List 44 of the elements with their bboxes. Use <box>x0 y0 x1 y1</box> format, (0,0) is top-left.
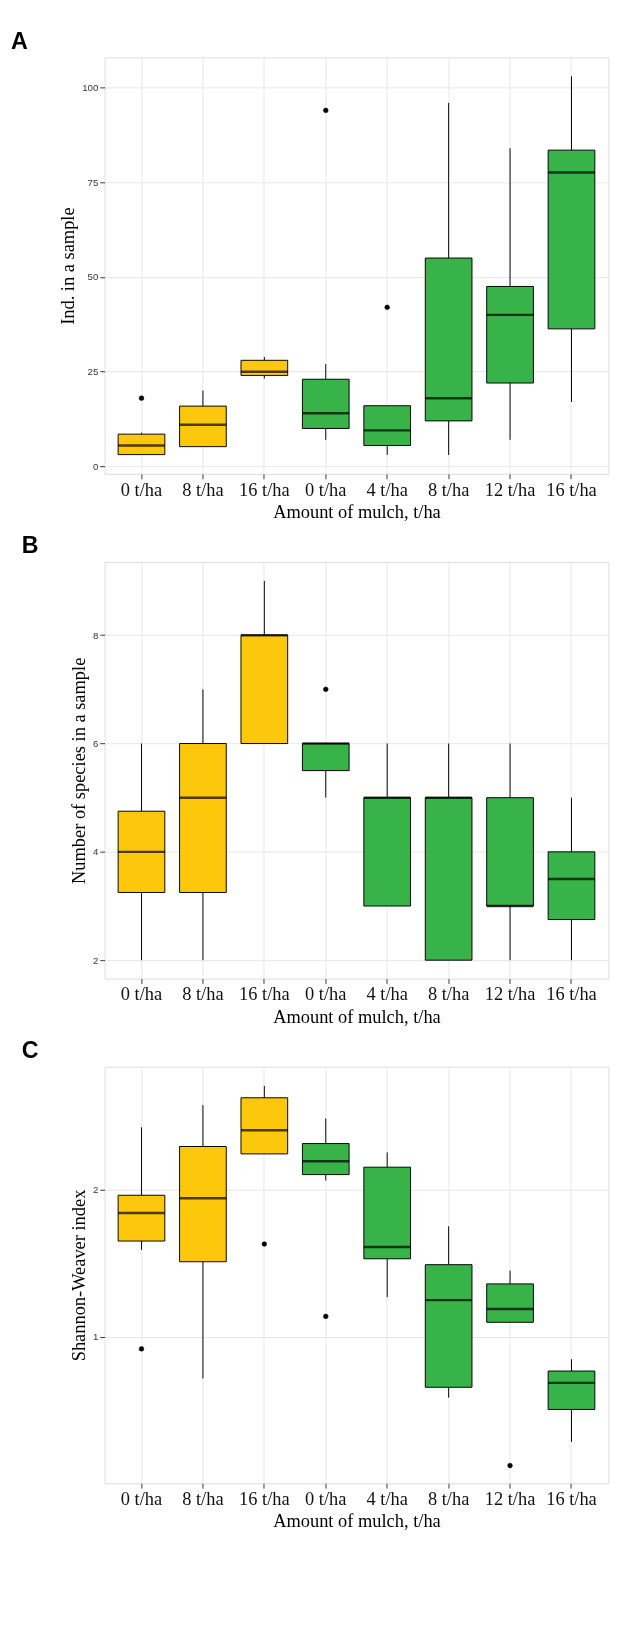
x-tick-label: 0 t/ha <box>305 984 347 1005</box>
x-tick-label: 16 t/ha <box>546 1489 597 1510</box>
y-tick-label: 100 <box>82 82 99 94</box>
y-tick-label: 2 <box>92 1183 99 1195</box>
y-tick-label: 6 <box>92 737 99 749</box>
chart-title: B <box>21 532 39 559</box>
chart-title: C <box>21 1037 39 1064</box>
x-tick-label: 12 t/ha <box>484 479 536 500</box>
x-tick-label: 8 t/ha <box>427 984 470 1005</box>
x-axis-title: Amount of mulch, t/ha <box>273 501 441 522</box>
x-tick-label: 0 t/ha <box>305 1489 347 1510</box>
x-tick-label: 16 t/ha <box>546 984 597 1005</box>
x-axis-title: Amount of mulch, t/ha <box>273 1511 441 1532</box>
x-tick-label: 0 t/ha <box>120 984 163 1005</box>
chart-title: A <box>10 27 28 54</box>
x-tick-label: 0 t/ha <box>120 1489 163 1510</box>
y-axis-title: Number of species in a sample <box>69 657 90 884</box>
y-tick-label: 25 <box>87 366 99 378</box>
x-tick-label: 0 t/ha <box>305 479 347 500</box>
y-axis-title: Ind. in a sample <box>58 207 79 325</box>
x-tick-label: 8 t/ha <box>182 984 224 1005</box>
x-axis-title: Amount of mulch, t/ha <box>273 1006 441 1027</box>
x-tick-label: 16 t/ha <box>239 1489 290 1510</box>
x-tick-label: 0 t/ha <box>120 479 163 500</box>
y-tick-label: 75 <box>87 176 99 188</box>
y-tick-label: 0 <box>92 460 99 472</box>
x-tick-label: 12 t/ha <box>484 1489 536 1510</box>
y-tick-label: 50 <box>87 271 99 283</box>
y-tick-label: 1 <box>92 1331 99 1343</box>
x-tick-label: 4 t/ha <box>366 1489 408 1510</box>
x-tick-label: 16 t/ha <box>546 479 597 500</box>
x-tick-label: 16 t/ha <box>239 984 290 1005</box>
x-tick-label: 16 t/ha <box>239 479 290 500</box>
y-tick-label: 4 <box>92 846 99 858</box>
x-tick-label: 4 t/ha <box>366 479 408 500</box>
y-axis-title: Shannon-Weaver index <box>69 1189 90 1362</box>
x-tick-label: 12 t/ha <box>484 984 536 1005</box>
x-tick-label: 8 t/ha <box>182 1489 224 1510</box>
y-tick-label: 8 <box>92 629 99 641</box>
x-tick-label: 8 t/ha <box>427 479 470 500</box>
x-tick-label: 8 t/ha <box>182 479 224 500</box>
x-tick-label: 4 t/ha <box>366 984 408 1005</box>
x-tick-label: 8 t/ha <box>427 1489 470 1510</box>
y-tick-label: 2 <box>92 954 99 966</box>
